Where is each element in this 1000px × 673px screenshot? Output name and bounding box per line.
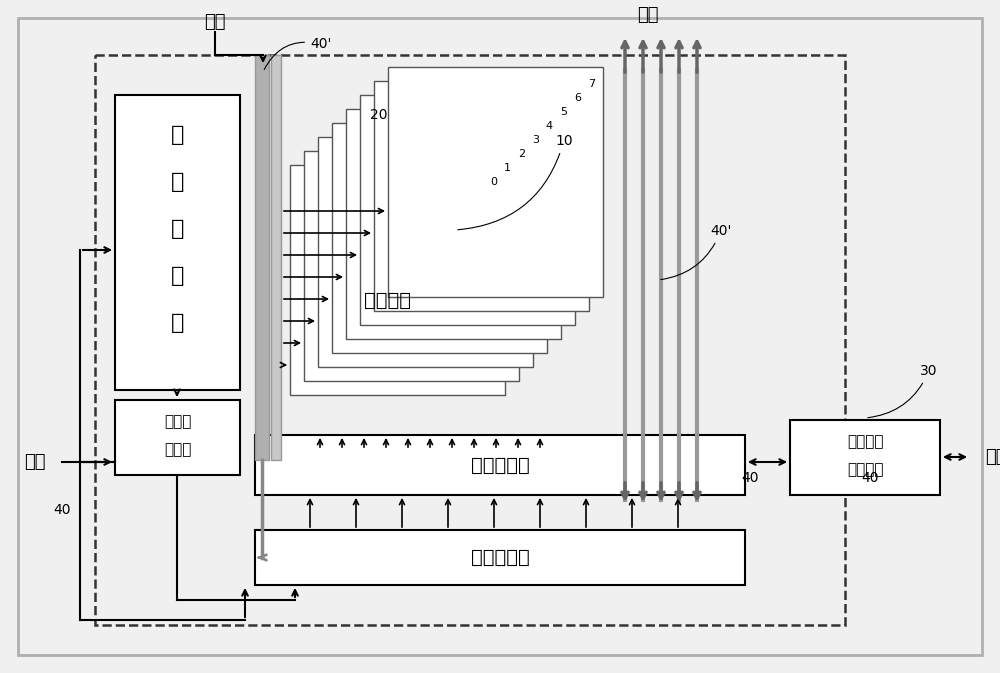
Text: 接口转换: 接口转换 [847,435,883,450]
Text: 6: 6 [574,93,581,103]
Text: 5: 5 [560,107,567,117]
Bar [255,435,745,495]
Text: 址: 址 [171,219,184,239]
Text: 0: 0 [490,177,497,187]
Bar [271,55,281,460]
Text: 40': 40' [264,37,331,69]
Text: 数据: 数据 [985,448,1000,466]
Text: 列地址锁存: 列地址锁存 [471,548,529,567]
Bar [332,123,547,353]
Bar [388,67,603,297]
Text: 40: 40 [861,471,879,485]
Text: 数据: 数据 [637,6,659,24]
Text: 40': 40' [661,224,731,279]
Text: 30: 30 [868,364,938,418]
Text: 位选择逻辑: 位选择逻辑 [471,456,529,474]
Text: 逻辑电路: 逻辑电路 [847,462,883,478]
Text: 1: 1 [504,163,511,173]
Bar [790,420,940,495]
Text: 地址: 地址 [24,453,46,471]
Text: 存储阵列: 存储阵列 [364,291,411,310]
Text: 3: 3 [532,135,539,145]
Bar [115,95,240,390]
Bar [346,109,561,339]
Text: 2: 2 [518,149,525,159]
Text: 行: 行 [171,125,184,145]
Text: 40: 40 [741,471,759,485]
Text: 4: 4 [546,121,553,131]
Text: 地址: 地址 [204,13,226,31]
Bar [290,165,505,395]
Text: 地: 地 [171,172,184,192]
Text: 存: 存 [171,313,184,333]
Bar [374,81,589,311]
Text: 列控制: 列控制 [164,443,191,458]
Text: 存储阵: 存储阵 [164,415,191,429]
Text: 10: 10 [458,134,573,229]
Bar [318,137,533,367]
Text: 20: 20 [370,108,388,122]
Text: 7: 7 [588,79,595,89]
Text: 40: 40 [53,503,71,517]
Bar [304,151,519,381]
Bar [115,400,240,475]
Text: 锁: 锁 [171,266,184,286]
Bar [360,95,575,325]
Bar [95,55,845,625]
Bar [255,530,745,585]
Bar [255,55,269,460]
